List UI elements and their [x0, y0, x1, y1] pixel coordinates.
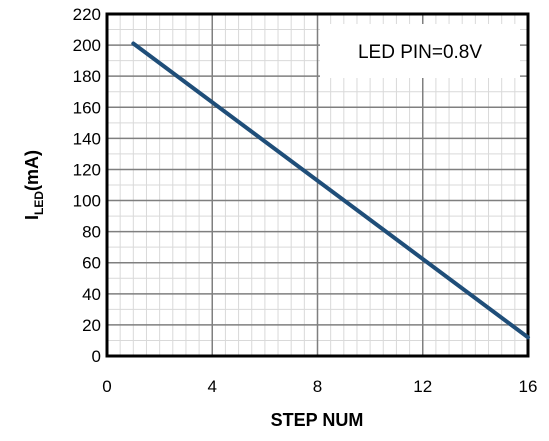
y-tick-label: 40 — [82, 285, 101, 304]
y-tick-label: 200 — [73, 36, 101, 55]
legend-box: LED PIN=0.8V — [320, 24, 520, 78]
y-axis-title: ILED(mA) — [22, 150, 46, 220]
y-tick-label: 20 — [82, 316, 101, 335]
x-tick-label: 4 — [208, 377, 217, 396]
y-tick-label: 220 — [73, 5, 101, 24]
y-tick-label: 100 — [73, 192, 101, 211]
y-axis-title-main: I — [22, 215, 42, 220]
y-axis-title-unit: (mA) — [22, 150, 42, 191]
series-line-1 — [131, 41, 530, 340]
y-tick-label: 0 — [92, 347, 101, 366]
y-tick-label: 180 — [73, 67, 101, 86]
y-tick-label: 60 — [82, 254, 101, 273]
y-axis-title-subscript: LED — [32, 191, 46, 215]
x-tick-label: 16 — [519, 377, 538, 396]
y-tick-label: 120 — [73, 160, 101, 179]
x-tick-label: 8 — [313, 377, 322, 396]
y-tick-label: 160 — [73, 98, 101, 117]
series-group — [131, 41, 530, 340]
annotation-box — [320, 24, 520, 78]
x-tick-label: 0 — [102, 377, 111, 396]
y-tick-labels: 0 20 40 60 80 100 120 140 160 180 200 220 — [73, 5, 101, 366]
annotation-text: LED PIN=0.8V — [358, 42, 482, 63]
y-tick-label: 140 — [73, 129, 101, 148]
x-tick-labels: 0 4 8 12 16 — [102, 377, 537, 396]
plot-frame — [105, 12, 530, 358]
x-tick-label: 12 — [413, 377, 432, 396]
y-tick-label: 80 — [82, 223, 101, 242]
x-axis-title: STEP NUM — [271, 410, 364, 430]
